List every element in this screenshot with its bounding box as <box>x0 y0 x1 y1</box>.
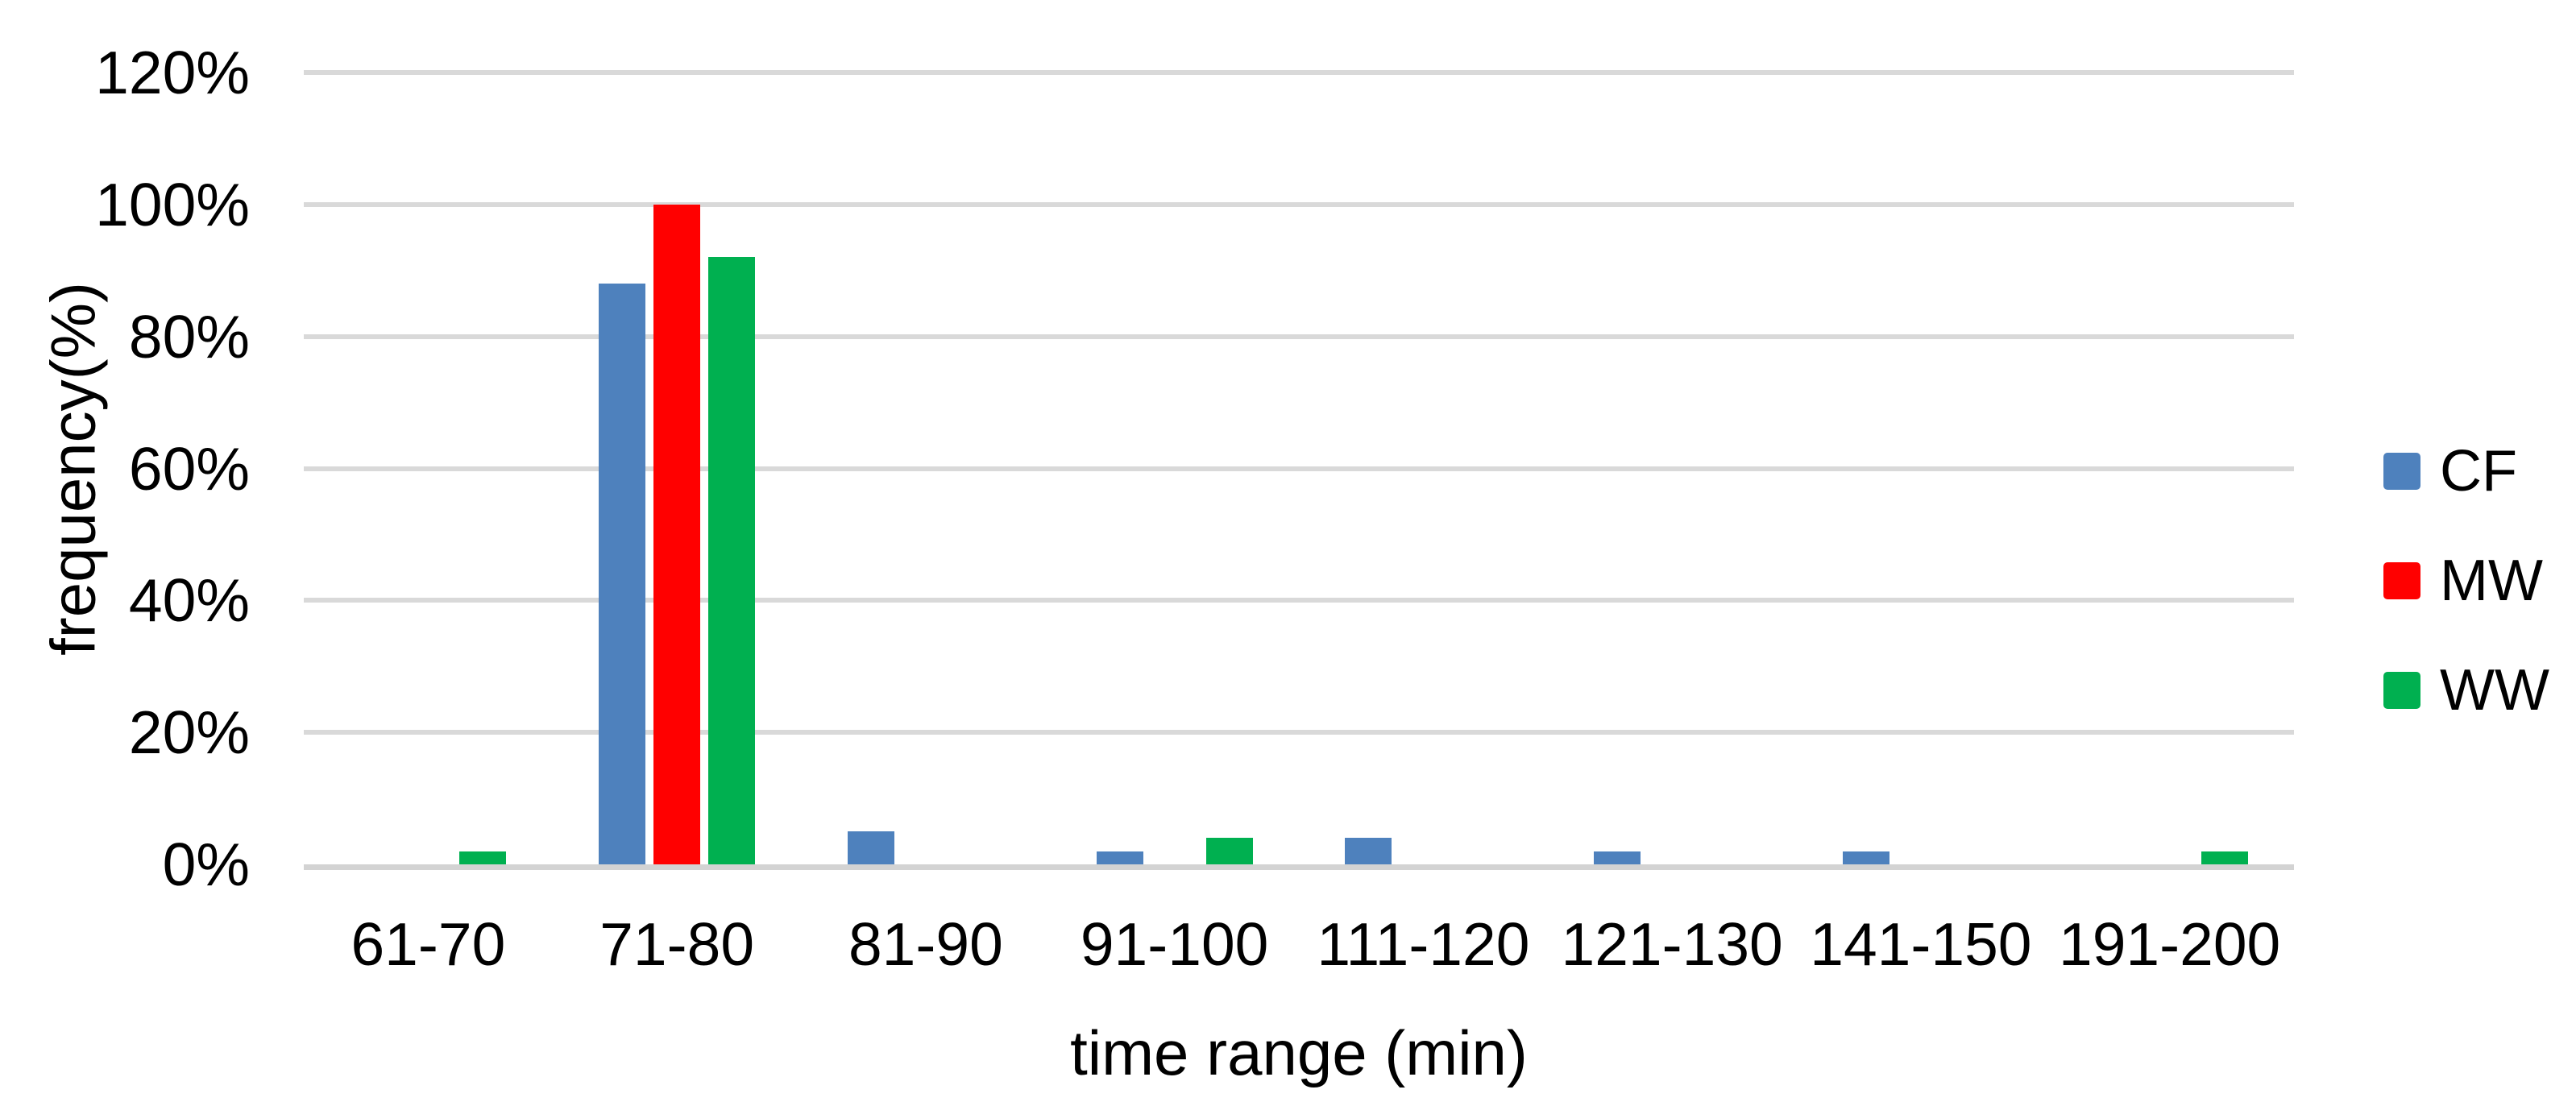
y-tick-label: 80% <box>128 302 250 371</box>
plot-area <box>304 70 2294 870</box>
y-tick-label: 60% <box>128 434 250 503</box>
gridline-100 <box>304 201 2294 207</box>
x-tick-label: 91-100 <box>1080 910 1269 978</box>
x-tick-label: 141-150 <box>1810 910 2032 978</box>
x-tick-label: 81-90 <box>848 910 1003 978</box>
gridline-40 <box>304 598 2294 603</box>
gridline-120 <box>304 70 2294 75</box>
legend-swatch-cf <box>2383 453 2420 490</box>
x-axis-title: time range (min) <box>1070 1017 1528 1088</box>
legend-swatch-mw <box>2383 562 2420 599</box>
bar-cf-81-90 <box>847 831 894 864</box>
y-tick-label: 20% <box>128 698 250 767</box>
legend-item-ww: WW <box>2383 650 2549 731</box>
bar-cf-91-100 <box>1096 851 1143 864</box>
x-tick-label: 61-70 <box>351 910 506 978</box>
gridline-60 <box>304 466 2294 471</box>
bar-mw-71-80 <box>653 204 701 864</box>
legend: CF MW WW <box>2383 0 2576 1102</box>
bar-cf-121-130 <box>1594 851 1641 864</box>
bar-ww-61-70 <box>459 851 507 864</box>
bar-ww-91-100 <box>1205 838 1253 864</box>
bar-cf-71-80 <box>599 284 646 864</box>
x-axis-tick-labels: 61-70 71-80 81-90 91-100 111-120 121-130 141-1… <box>304 904 2294 984</box>
y-tick-label: 40% <box>128 566 250 635</box>
gridline-80 <box>304 334 2294 339</box>
legend-item-mw: MW <box>2383 541 2543 621</box>
x-tick-label: 121-130 <box>1561 910 1783 978</box>
y-tick-label: 100% <box>95 170 250 238</box>
bar-cf-111-120 <box>1345 838 1392 864</box>
y-tick-label: 0% <box>162 831 250 898</box>
x-tick-label: 71-80 <box>599 910 755 978</box>
bar-cf-141-150 <box>1842 851 1889 864</box>
legend-label-ww: WW <box>2440 658 2549 723</box>
bar-ww-191-200 <box>2201 851 2248 864</box>
legend-label-cf: CF <box>2440 439 2517 503</box>
gridline-20 <box>304 730 2294 735</box>
legend-item-cf: CF <box>2383 431 2517 512</box>
x-tick-label: 111-120 <box>1317 910 1530 978</box>
bar-ww-71-80 <box>708 257 756 864</box>
x-axis-line <box>304 864 2294 870</box>
legend-swatch-ww <box>2383 672 2420 709</box>
legend-label-mw: MW <box>2440 549 2543 613</box>
y-axis-tick-labels: 0% 20% 40% 60% 80% 100% 120% <box>0 39 250 898</box>
x-tick-label: 191-200 <box>2059 910 2281 978</box>
y-tick-label: 120% <box>95 39 250 106</box>
